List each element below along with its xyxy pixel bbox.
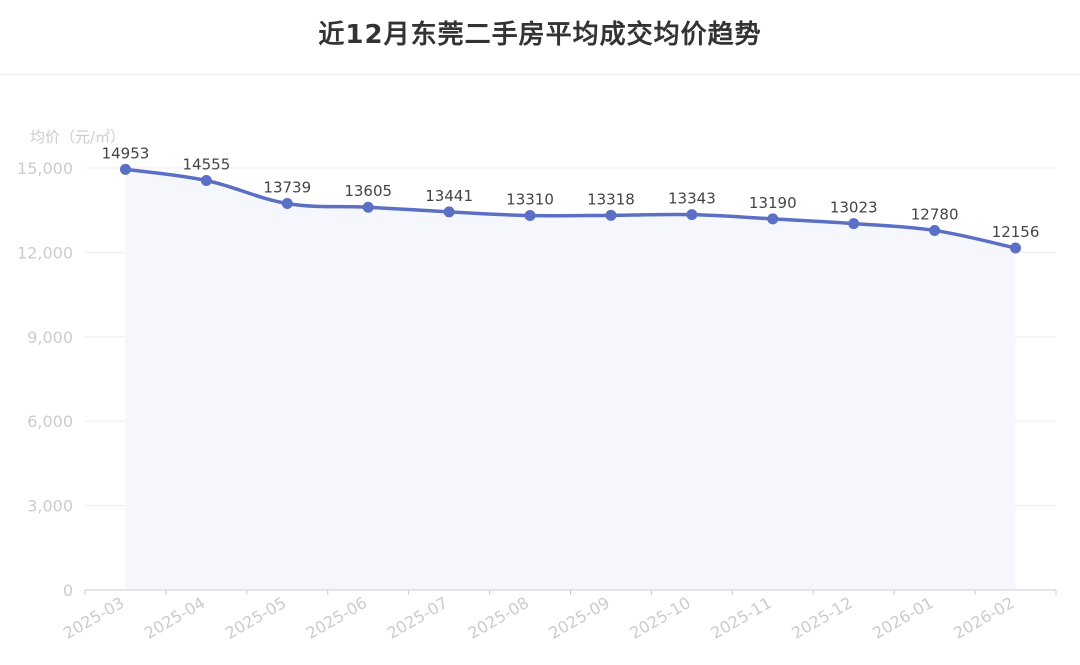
x-tick-label: 2026-02 (950, 593, 1017, 643)
data-point (281, 197, 293, 209)
area-fill (125, 169, 1016, 590)
x-tick-label: 2025-07 (384, 593, 451, 643)
x-tick-label: 2025-03 (60, 593, 127, 643)
data-label: 13605 (344, 182, 392, 200)
y-tick-label: 12,000 (17, 243, 73, 262)
x-tick-label: 2026-01 (869, 593, 936, 643)
data-label: 14953 (102, 144, 150, 162)
data-point (686, 209, 698, 221)
chart-header: 近12月东莞二手房平均成交均价趋势 (0, 0, 1080, 75)
data-label: 13310 (506, 191, 554, 209)
x-tick-label: 2025-09 (546, 593, 613, 643)
data-point (1010, 242, 1022, 254)
data-point (848, 218, 860, 230)
data-point (767, 213, 779, 225)
x-tick-label: 2025-04 (141, 593, 208, 643)
data-point (443, 206, 455, 218)
x-tick-label: 2025-06 (303, 593, 370, 643)
point-layer (119, 163, 1022, 254)
x-tick-label: 2025-12 (788, 593, 855, 643)
data-label: 13318 (587, 190, 635, 208)
data-label: 13739 (263, 178, 311, 196)
y-tick-label: 9,000 (27, 328, 73, 347)
x-tick-label: 2025-08 (465, 593, 532, 643)
y-axis-title: 均价（元/㎡） (30, 128, 125, 146)
data-label: 13023 (830, 199, 878, 217)
area-layer (125, 169, 1016, 590)
x-tick-label: 2025-10 (626, 593, 693, 643)
y-tick-label: 0 (63, 581, 73, 600)
data-label: 14555 (183, 156, 231, 174)
data-point (524, 210, 536, 222)
label-layer: 14953 14555 13739 13605 13441 13310 13318 13343… (102, 144, 1040, 241)
data-point (119, 163, 131, 175)
data-point (605, 209, 617, 221)
data-label: 13441 (425, 187, 473, 205)
x-tick-label: 2025-11 (707, 593, 774, 643)
chart-title: 近12月东莞二手房平均成交均价趋势 (318, 20, 762, 50)
data-point (200, 175, 212, 187)
data-label: 13343 (668, 190, 716, 208)
data-label: 12156 (992, 223, 1040, 241)
data-label: 12780 (911, 205, 959, 223)
data-label: 13190 (749, 194, 797, 212)
x-tick-label: 2025-05 (222, 593, 289, 643)
line-layer (123, 167, 1018, 250)
y-tick-label: 15,000 (17, 159, 73, 178)
series-line (123, 167, 1018, 250)
data-point (929, 224, 941, 236)
data-point (362, 201, 374, 213)
y-tick-label: 6,000 (27, 412, 73, 431)
y-tick-label: 3,000 (27, 497, 73, 516)
